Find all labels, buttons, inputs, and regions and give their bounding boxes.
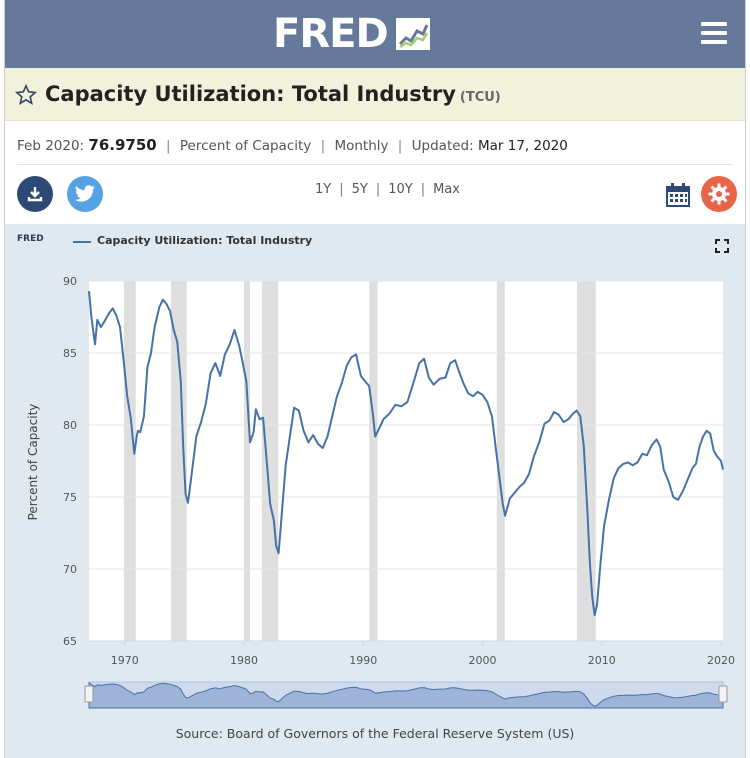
meta-separator: | bbox=[397, 138, 403, 154]
fred-chart-icon bbox=[395, 18, 430, 50]
source-note: Source: Board of Governors of the Federa… bbox=[175, 726, 575, 741]
recession-band bbox=[123, 281, 136, 641]
recession-band bbox=[576, 281, 596, 641]
x-tick-label: 1980 bbox=[230, 654, 258, 667]
logo-text: FRED bbox=[273, 11, 389, 57]
legend-label: Capacity Utilization: Total Industry bbox=[97, 234, 313, 247]
range-separator: | bbox=[339, 182, 344, 197]
series-line bbox=[88, 291, 724, 617]
recession-band bbox=[244, 281, 250, 641]
range-1y[interactable]: 1Y bbox=[315, 182, 332, 197]
y-tick-label: 70 bbox=[63, 563, 77, 576]
gear-icon bbox=[708, 183, 730, 205]
legend-swatch bbox=[73, 241, 91, 243]
range-10y[interactable]: 10Y bbox=[388, 182, 413, 197]
series-id: (TCU) bbox=[459, 90, 501, 105]
range-5y[interactable]: 5Y bbox=[351, 182, 368, 197]
page-title: Capacity Utilization: Total Industry (TCU… bbox=[45, 82, 501, 106]
recession-band bbox=[496, 281, 505, 641]
capacity-utilization-chart: Percent of Capacity 65 70 75 80 85 90 1970 198… bbox=[26, 275, 735, 709]
navigator-series bbox=[88, 681, 724, 709]
plot-area bbox=[89, 281, 723, 641]
chart-panel: FRED Capacity Utilization: Total Industr… bbox=[5, 224, 745, 758]
settings-button[interactable] bbox=[701, 176, 737, 212]
x-tick-label: 1990 bbox=[349, 654, 377, 667]
y-tick-label: 75 bbox=[63, 491, 77, 504]
recession-band bbox=[170, 281, 187, 641]
download-icon bbox=[27, 187, 43, 202]
fred-logo[interactable]: FRED bbox=[273, 12, 430, 56]
meta-divider bbox=[17, 164, 733, 165]
recession-band bbox=[369, 281, 378, 641]
meta-separator: | bbox=[166, 138, 171, 154]
x-tick-label: 2010 bbox=[588, 654, 616, 667]
fred-mini-logo: FRED bbox=[17, 234, 44, 244]
updated-value: Mar 17, 2020 bbox=[477, 138, 568, 154]
title-text: Capacity Utilization: Total Industry bbox=[45, 82, 456, 106]
y-tick-label: 65 bbox=[63, 635, 77, 648]
y-axis-title: Percent of Capacity bbox=[26, 404, 40, 521]
date-range-selector: 1Y | 5Y | 10Y | Max bbox=[315, 182, 460, 197]
x-tick-label: 2000 bbox=[468, 654, 496, 667]
fred-page: FRED Capacity Utilization: Total Industr… bbox=[4, 0, 746, 758]
chart-toolbar: 1Y | 5Y | 10Y | Max bbox=[5, 170, 745, 220]
fullscreen-icon[interactable] bbox=[715, 238, 729, 257]
twitter-button[interactable] bbox=[67, 176, 103, 212]
y-tick-label: 85 bbox=[63, 347, 77, 360]
updated-label: Updated: bbox=[411, 138, 474, 154]
site-header: FRED bbox=[5, 0, 745, 68]
navigator-left-handle bbox=[84, 685, 94, 703]
hamburger-menu-icon[interactable] bbox=[701, 22, 727, 44]
x-tick-label: 1970 bbox=[111, 654, 139, 667]
y-tick-label: 80 bbox=[63, 419, 77, 432]
observation-value: 76.9750 bbox=[88, 136, 157, 154]
navigator-right-handle bbox=[718, 685, 728, 703]
series-meta: Feb 2020: 76.9750 | Percent of Capacity … bbox=[17, 136, 568, 154]
frequency-label: Monthly bbox=[334, 138, 389, 154]
units-label: Percent of Capacity bbox=[179, 138, 312, 154]
x-tick-label: 2020 bbox=[707, 654, 735, 667]
y-tick-label: 90 bbox=[63, 275, 77, 288]
observation-date: Feb 2020: bbox=[17, 138, 85, 154]
meta-separator: | bbox=[320, 138, 326, 154]
range-max[interactable]: Max bbox=[433, 182, 460, 197]
series-title-bar: Capacity Utilization: Total Industry (TCU… bbox=[5, 68, 745, 121]
download-button[interactable] bbox=[17, 176, 53, 212]
recession-band bbox=[261, 281, 279, 641]
twitter-icon bbox=[74, 185, 96, 202]
range-separator: | bbox=[375, 182, 381, 197]
range-separator: | bbox=[420, 182, 426, 197]
star-icon[interactable] bbox=[14, 83, 38, 110]
calendar-icon[interactable] bbox=[665, 182, 691, 212]
